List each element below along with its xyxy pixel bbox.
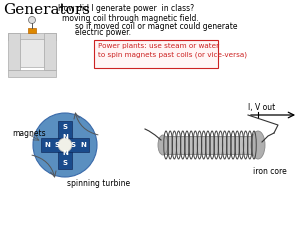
Text: moving coil through magnetic field.: moving coil through magnetic field. xyxy=(62,14,199,23)
Bar xyxy=(28,28,36,33)
Text: Generators: Generators xyxy=(3,3,90,17)
Text: N: N xyxy=(80,142,86,148)
Text: spinning turbine: spinning turbine xyxy=(67,179,130,188)
Text: I, V out: I, V out xyxy=(248,103,275,112)
Bar xyxy=(58,121,72,143)
Ellipse shape xyxy=(251,131,265,159)
Text: magnets: magnets xyxy=(12,130,46,139)
Text: iron core: iron core xyxy=(253,167,287,176)
Bar xyxy=(8,70,56,77)
Bar xyxy=(58,147,72,169)
Text: so if moved coil or magnet could generate: so if moved coil or magnet could generat… xyxy=(75,22,238,31)
FancyBboxPatch shape xyxy=(94,40,218,68)
Text: S: S xyxy=(54,142,59,148)
Text: N: N xyxy=(62,134,68,140)
Bar xyxy=(163,136,258,154)
Text: electric power.: electric power. xyxy=(75,28,131,37)
Circle shape xyxy=(28,16,35,23)
Bar xyxy=(8,33,20,70)
Bar xyxy=(20,39,44,67)
Text: S: S xyxy=(71,142,76,148)
Text: Power plants: use steam or water
to spin magnets past coils (or vice-versa): Power plants: use steam or water to spin… xyxy=(98,43,247,58)
Text: N: N xyxy=(44,142,50,148)
Bar xyxy=(44,33,56,70)
Circle shape xyxy=(58,138,72,152)
Bar xyxy=(8,33,56,40)
Text: How did I generate power  in class?: How did I generate power in class? xyxy=(58,4,194,13)
Ellipse shape xyxy=(158,135,168,155)
Bar xyxy=(41,138,63,152)
Bar xyxy=(67,138,89,152)
Text: S: S xyxy=(62,160,68,166)
Text: N: N xyxy=(62,150,68,156)
Text: S: S xyxy=(62,124,68,130)
Circle shape xyxy=(33,113,97,177)
